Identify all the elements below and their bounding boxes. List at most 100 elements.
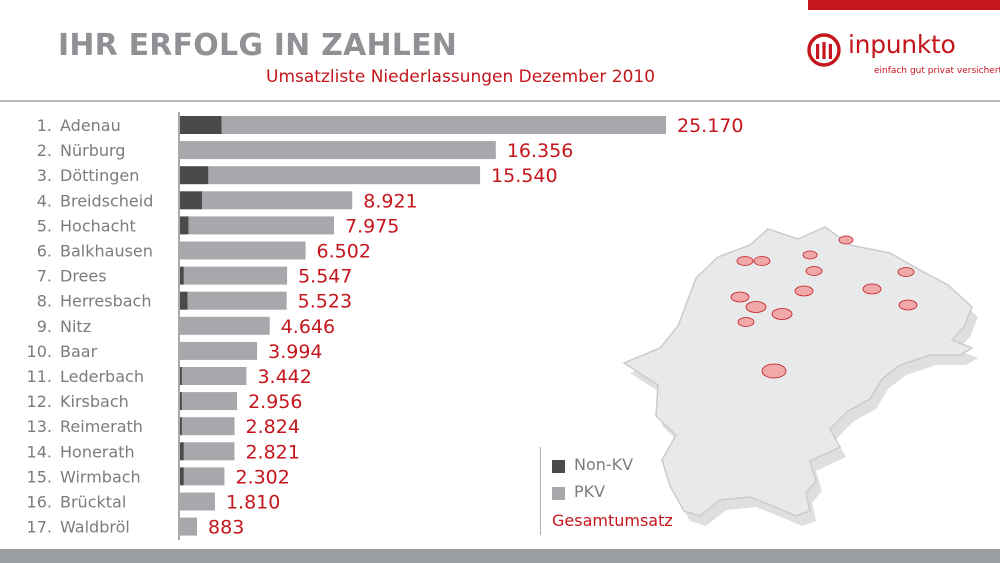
value-labels: 25.170 16.356 15.540 8.921 7.975 6.502 5.547 5.… xyxy=(208,115,743,539)
category-rank: 13. xyxy=(27,417,52,436)
category-rank: 1. xyxy=(37,116,52,135)
category-label: Nürburg xyxy=(60,141,125,160)
category-label: Adenau xyxy=(60,116,121,135)
category-label: Nitz xyxy=(60,317,91,336)
bar-segment-pkv xyxy=(183,266,288,285)
legend-swatch-pkv xyxy=(552,487,565,500)
bar-segment-pkv xyxy=(180,141,496,160)
legend-swatch-non-kv xyxy=(552,460,565,473)
data-label-total: 2.821 xyxy=(245,441,299,463)
category-label: Döttingen xyxy=(60,166,139,185)
category-label: Baar xyxy=(60,342,98,361)
bar-segment-pkv xyxy=(181,417,235,436)
category-label: Kirsbach xyxy=(60,392,129,411)
category-rank: 14. xyxy=(27,442,52,461)
bar-segment-non-kv xyxy=(180,191,203,210)
bar-segment-non-kv xyxy=(180,116,222,134)
bar-segment-pkv xyxy=(180,492,215,511)
data-label-total: 16.356 xyxy=(507,140,573,162)
bar-segment-pkv xyxy=(202,191,353,210)
bar-segment-pkv xyxy=(183,467,225,486)
category-label: Honerath xyxy=(60,442,135,461)
revenue-bar-chart: 1. Adenau 2. Nürburg 3. Döttingen 4. Breidschei… xyxy=(27,112,743,540)
category-rank: 3. xyxy=(37,166,52,185)
logo-wordmark: inpunkto xyxy=(848,30,956,59)
category-label: Balkhausen xyxy=(60,242,153,261)
legend-label-non-kv: Non-KV xyxy=(574,455,634,474)
legend-label-total: Gesamtumsatz xyxy=(552,511,673,530)
bar-segment-pkv xyxy=(221,116,666,134)
footer-band xyxy=(0,549,1000,563)
company-logo: inpunkto einfach gut privat versichert. xyxy=(806,30,1000,80)
bar-segment-non-kv xyxy=(180,417,182,436)
bar-segment-pkv xyxy=(183,442,235,461)
category-rank: 6. xyxy=(37,242,52,261)
category-rank: 15. xyxy=(27,467,52,486)
legend-divider xyxy=(540,447,541,535)
category-labels: 1. Adenau 2. Nürburg 3. Döttingen 4. Breidschei… xyxy=(27,116,154,537)
bar-series xyxy=(178,112,666,540)
data-label-total: 4.646 xyxy=(281,316,335,338)
category-rank: 12. xyxy=(27,392,52,411)
category-rank: 8. xyxy=(37,292,52,311)
data-label-total: 5.523 xyxy=(298,291,352,313)
bar-segment-pkv xyxy=(181,392,238,411)
category-rank: 5. xyxy=(37,216,52,235)
bar-segment-non-kv xyxy=(180,367,182,385)
bar-segment-pkv xyxy=(180,517,198,536)
data-label-total: 25.170 xyxy=(677,115,743,137)
category-label: Wirmbach xyxy=(60,467,141,486)
category-label: Drees xyxy=(60,267,107,286)
category-label: Lederbach xyxy=(60,367,144,386)
data-label-total: 8.921 xyxy=(363,190,417,212)
category-label: Waldbröl xyxy=(60,518,130,537)
bar-segment-non-kv xyxy=(180,392,182,411)
category-rank: 9. xyxy=(37,317,52,336)
bar-segment-non-kv xyxy=(180,216,189,235)
bar-segment-pkv xyxy=(187,291,287,310)
category-label: Herresbach xyxy=(60,292,151,311)
category-label: Brücktal xyxy=(60,493,126,512)
bar-segment-pkv xyxy=(180,341,258,360)
data-label-total: 2.824 xyxy=(246,416,300,438)
bar-segment-pkv xyxy=(181,367,247,385)
category-rank: 16. xyxy=(27,493,52,512)
page-title: IHR ERFOLG IN ZAHLEN xyxy=(58,28,458,63)
data-label-total: 7.975 xyxy=(345,215,399,237)
bar-segment-non-kv xyxy=(180,291,188,310)
category-rank: 2. xyxy=(37,141,52,160)
data-label-total: 3.442 xyxy=(257,366,311,388)
chart-legend: Non-KV PKV Gesamtumsatz xyxy=(540,447,710,537)
data-label-total: 6.502 xyxy=(317,241,371,263)
chart-subtitle: Umsatzliste Niederlassungen Dezember 201… xyxy=(266,67,656,87)
bar-segment-non-kv xyxy=(180,467,184,486)
logo-tagline: einfach gut privat versichert. xyxy=(874,66,1000,76)
data-label-total: 2.302 xyxy=(235,466,289,488)
data-label-total: 883 xyxy=(208,517,244,539)
category-rank: 11. xyxy=(27,367,52,386)
data-label-total: 1.810 xyxy=(226,492,280,514)
germany-map-illustration xyxy=(622,226,978,526)
bar-segment-non-kv xyxy=(180,442,184,461)
bar-segment-pkv xyxy=(208,166,481,185)
category-rank: 10. xyxy=(27,342,52,361)
bar-segment-non-kv xyxy=(180,266,184,285)
category-rank: 4. xyxy=(37,191,52,210)
data-label-total: 5.547 xyxy=(298,266,352,288)
logo-mark-icon xyxy=(807,33,841,67)
data-label-total: 2.956 xyxy=(248,391,302,413)
bar-segment-pkv xyxy=(180,241,306,260)
header-divider xyxy=(0,100,1000,102)
bar-segment-pkv xyxy=(180,316,270,335)
data-label-total: 15.540 xyxy=(491,165,557,187)
category-rank: 17. xyxy=(27,518,52,537)
bar-segment-non-kv xyxy=(180,166,209,185)
bar-segment-pkv xyxy=(188,216,334,235)
category-rank: 7. xyxy=(37,267,52,286)
category-label: Breidscheid xyxy=(60,191,153,210)
category-label: Reimerath xyxy=(60,417,143,436)
category-label: Hochacht xyxy=(60,216,136,235)
legend-label-pkv: PKV xyxy=(574,482,606,501)
data-label-total: 3.994 xyxy=(268,341,322,363)
top-accent-bar xyxy=(808,0,1000,10)
